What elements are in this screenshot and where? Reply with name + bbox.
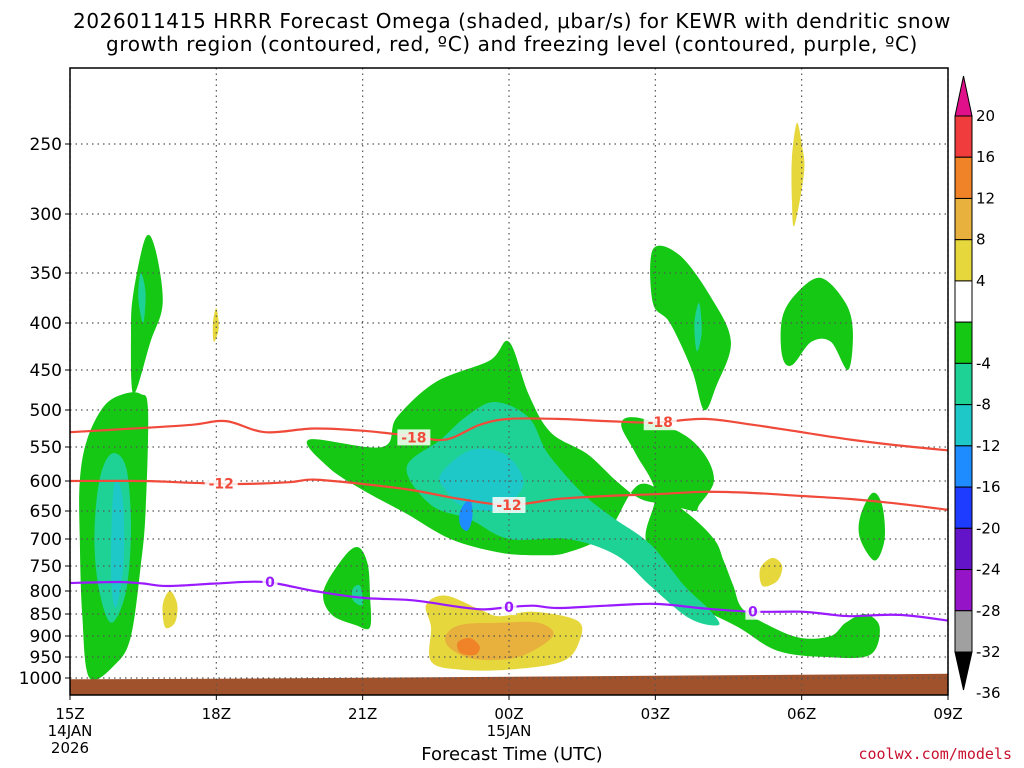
colorbar-label: -8 [976, 396, 991, 414]
y-tick-label: 700 [30, 530, 62, 550]
chart-title-line-2: growth region (contoured, red, ºC) and f… [106, 32, 918, 56]
colorbar-bin [954, 156, 973, 199]
colorbar-bin [954, 362, 973, 406]
omega-region [459, 498, 473, 531]
y-tick-label: 300 [30, 205, 62, 225]
colorbar-bin [954, 239, 973, 282]
colorbar-label: -12 [976, 437, 1001, 455]
freezing-level-label-bg [262, 574, 278, 590]
colorbar-label: 4 [976, 272, 986, 290]
colorbar-bin [954, 321, 973, 364]
dendritic-contour-label-bg [204, 475, 238, 492]
colorbar-label: 20 [976, 107, 995, 125]
colorbar-bin [954, 486, 973, 529]
omega-region [858, 492, 886, 561]
dendritic-contour-line [70, 417, 948, 452]
colorbar-label: -24 [976, 561, 1001, 579]
y-tick-label: 850 [30, 605, 62, 625]
x-tick-label: 00Z [494, 705, 523, 723]
y-tick-label: 800 [30, 582, 62, 602]
y-tick-label: 900 [30, 627, 62, 647]
colorbar-label: -36 [976, 684, 1001, 702]
y-tick-label: 650 [30, 502, 62, 522]
omega-region [138, 272, 146, 324]
colorbar-bin [954, 280, 973, 323]
x-date-label: 15JAN [487, 722, 532, 740]
y-axis-ticks: 2503003504004505005506006507007508008509… [19, 135, 70, 689]
dendritic-contour-label: -18 [401, 430, 426, 446]
colorbar-bin [954, 445, 973, 488]
omega-region [323, 546, 372, 630]
dendritic-contour-label-bg [397, 429, 431, 446]
x-tick-label: 15Z [55, 705, 84, 723]
colorbar-bin [954, 197, 973, 241]
omega-region [791, 122, 805, 227]
y-tick-label: 600 [30, 472, 62, 492]
colorbar-label: -20 [976, 519, 1001, 537]
colorbar: 20 16 12 8 4 -4 -8 -12 -16 -20 -24 -28 -32 -36 [954, 75, 1001, 702]
colorbar-top-arrow [954, 75, 973, 117]
credit-text[interactable]: coolwx.com/models [858, 745, 1012, 763]
x-tick-label: 03Z [641, 705, 670, 723]
omega-region [162, 591, 178, 629]
omega-region [439, 448, 524, 511]
omega-region [351, 584, 364, 606]
y-tick-label: 500 [30, 401, 62, 421]
omega-region [759, 557, 783, 587]
omega-region [306, 340, 880, 659]
colorbar-label: 12 [976, 189, 995, 207]
y-tick-label: 750 [30, 557, 62, 577]
y-tick-label: 250 [30, 135, 62, 155]
freezing-level-label-bg [745, 603, 761, 620]
x-tick-label: 21Z [348, 705, 377, 723]
freezing-level-label: 0 [265, 575, 275, 591]
colorbar-label: -28 [976, 602, 1001, 620]
contour-lines: -18 -12 -18 -12 0 0 0 [70, 414, 948, 622]
colorbar-bin [954, 115, 973, 158]
omega-region [212, 307, 219, 342]
colorbar-bin [954, 404, 973, 447]
colorbar-label: 8 [976, 231, 986, 249]
omega-region [130, 234, 163, 395]
y-tick-label: 350 [30, 264, 62, 284]
colorbar-label: -16 [976, 478, 1001, 496]
dendritic-contour-label: -18 [648, 415, 673, 431]
x-date-label: 2026 [51, 739, 89, 757]
omega-region [457, 637, 480, 656]
dendritic-contour-label-bg [492, 497, 526, 513]
omega-region [110, 479, 125, 608]
colorbar-bin [954, 569, 973, 612]
chart-title-line-1: 2026011415 HRRR Forecast Omega (shaded, … [73, 9, 951, 33]
freezing-level-label: 0 [504, 600, 514, 616]
y-tick-label: 550 [30, 438, 62, 458]
omega-region [694, 302, 702, 352]
y-tick-label: 950 [30, 648, 62, 668]
freezing-level-label-bg [501, 599, 517, 616]
y-tick-label: 450 [30, 361, 62, 381]
x-tick-label: 09Z [933, 705, 962, 723]
dendritic-contour-label-bg [643, 414, 677, 431]
colorbar-bin [954, 527, 973, 571]
freezing-level-label: 0 [748, 605, 758, 621]
x-axis-label: Forecast Time (UTC) [421, 744, 603, 765]
x-date-label: 14JAN [48, 722, 93, 740]
colorbar-label: 16 [976, 148, 995, 166]
colorbar-bin [954, 610, 973, 653]
x-tick-label: 06Z [787, 705, 816, 723]
omega-region [650, 245, 731, 411]
colorbar-label: -32 [976, 643, 1001, 661]
x-tick-label: 18Z [202, 705, 231, 723]
dendritic-contour-label: -12 [496, 498, 521, 514]
y-tick-label: 400 [30, 314, 62, 334]
dendritic-contour-label: -12 [209, 477, 234, 493]
omega-region [780, 277, 853, 371]
y-tick-label: 1000 [19, 669, 62, 689]
colorbar-bottom-arrow [954, 651, 973, 691]
omega-shading [79, 122, 886, 681]
colorbar-label: -4 [976, 354, 991, 372]
